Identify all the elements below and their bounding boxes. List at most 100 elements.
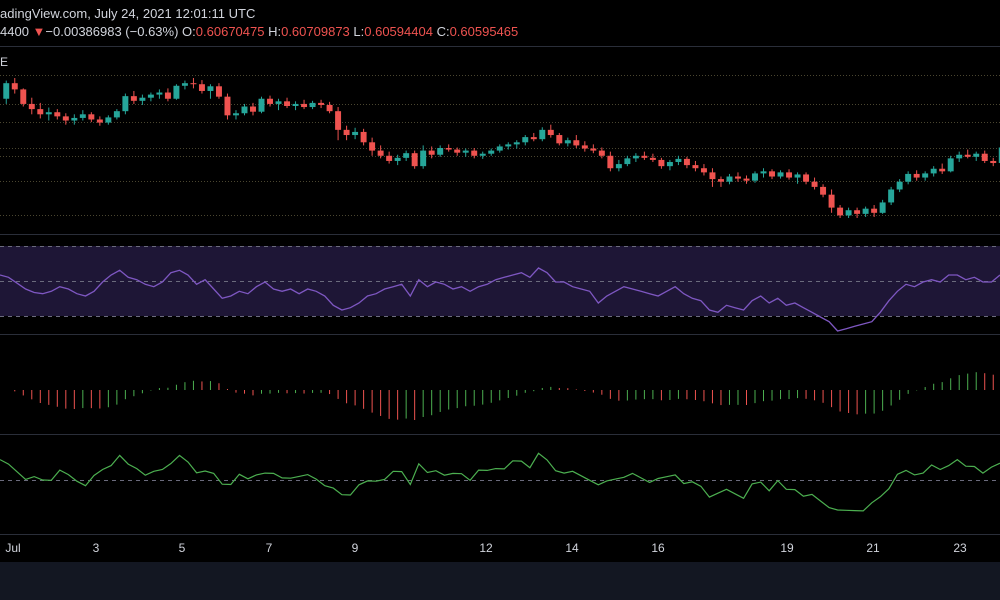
candle-body — [71, 117, 78, 121]
candle — [709, 168, 716, 187]
candle — [173, 84, 180, 100]
candle-body — [96, 119, 103, 123]
candle — [615, 159, 622, 172]
candle — [981, 150, 988, 164]
candle — [224, 93, 231, 120]
candle-body — [709, 172, 716, 180]
candle-body — [122, 96, 129, 112]
candle-body — [998, 147, 1000, 164]
candle-body — [420, 150, 427, 167]
candle-body — [547, 129, 554, 136]
candle-body — [105, 117, 112, 123]
candle-body — [641, 155, 648, 158]
candle-body — [947, 158, 954, 172]
candle — [735, 172, 741, 182]
candle — [547, 124, 554, 138]
x-tick-label: 3 — [93, 541, 100, 555]
candle-body — [837, 207, 844, 216]
candle — [445, 144, 452, 152]
candle — [284, 97, 291, 109]
price-change: −0.00386983 (−0.63%) — [45, 24, 179, 39]
candle — [360, 128, 367, 146]
candle — [488, 148, 495, 156]
candle — [632, 153, 639, 162]
low-value: 0.60594404 — [364, 24, 433, 39]
oscillator-pane — [0, 452, 1000, 512]
candle-body — [79, 114, 86, 118]
candle — [888, 186, 895, 206]
candle-body — [871, 208, 878, 213]
close-value: 0.60595465 — [449, 24, 519, 39]
candle-body — [479, 153, 486, 156]
candle — [301, 99, 308, 110]
source-line: adingView.com, July 24, 2021 12:01:11 UT… — [0, 6, 256, 21]
candle — [539, 127, 546, 142]
candle-body — [794, 174, 801, 178]
candle — [62, 113, 69, 125]
candle-body — [292, 103, 299, 106]
candle — [275, 98, 282, 111]
candle-body — [326, 104, 333, 112]
candle — [369, 137, 376, 156]
candle — [190, 78, 197, 89]
candle — [496, 144, 503, 153]
candle — [964, 149, 971, 159]
candle-body — [990, 160, 997, 164]
candle — [811, 177, 818, 190]
x-tick-label: Jul — [5, 541, 20, 555]
candle — [198, 80, 205, 94]
low-label: L: — [353, 24, 365, 39]
candle-body — [530, 137, 537, 140]
candle — [573, 135, 580, 148]
candle-body — [683, 158, 690, 166]
candle — [896, 179, 903, 193]
candle-body — [828, 194, 835, 208]
candle — [335, 107, 342, 141]
candle — [207, 84, 214, 99]
candle — [879, 199, 886, 214]
candle — [760, 168, 767, 178]
candle-body — [717, 179, 724, 182]
candle-body — [539, 129, 546, 140]
candle-body — [301, 103, 308, 108]
candle-body — [62, 116, 69, 121]
candle-body — [743, 178, 750, 181]
candle-body — [369, 142, 376, 151]
candle — [181, 80, 188, 90]
candle — [624, 155, 631, 167]
candle — [939, 163, 946, 174]
candle — [326, 101, 333, 114]
candle-body — [173, 85, 180, 99]
candle-body — [769, 171, 775, 177]
candle — [45, 107, 52, 121]
candle-body — [632, 155, 639, 159]
candle — [726, 173, 733, 185]
candle — [258, 96, 265, 114]
chart-header: adingView.com, July 24, 2021 12:01:11 UT… — [0, 0, 1000, 44]
candle-body — [164, 92, 171, 99]
candle-body — [437, 148, 444, 155]
candle — [479, 151, 486, 159]
candle-body — [139, 97, 146, 101]
x-tick-label: 12 — [479, 541, 493, 555]
rsi-line — [0, 267, 1000, 332]
candle — [130, 90, 137, 104]
candle — [905, 171, 912, 185]
candle — [854, 207, 861, 218]
histogram-pane — [14, 372, 994, 420]
candle — [37, 102, 44, 119]
chart-canvas[interactable]: Jul 3 5 7 9 12 14 16 19 21 23 — [0, 0, 1000, 562]
candle — [505, 142, 512, 150]
candle-body — [343, 129, 350, 136]
candle — [96, 116, 103, 126]
candle — [113, 109, 120, 120]
candle-body — [241, 106, 248, 114]
candle — [522, 135, 529, 146]
candle-body — [403, 153, 410, 158]
candle-body — [513, 142, 520, 145]
candle-body — [37, 109, 44, 115]
candle-body — [981, 153, 988, 161]
candle — [862, 206, 869, 217]
candle-body — [28, 103, 35, 110]
candle-body — [496, 146, 503, 151]
